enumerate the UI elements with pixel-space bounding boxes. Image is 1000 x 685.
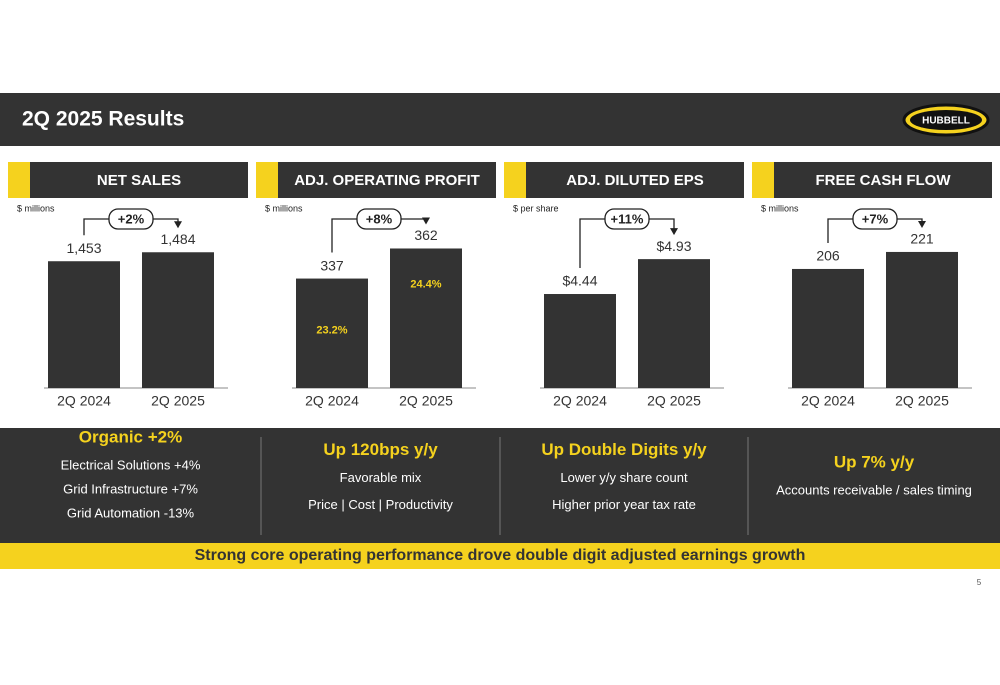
value-label: 221 — [910, 231, 934, 247]
change-arrow — [670, 228, 678, 236]
unit-label: $ per share — [513, 203, 559, 213]
chart-header — [752, 162, 992, 198]
highlight-title: Up 120bps y/y — [323, 440, 438, 459]
x-tick-label: 2Q 2024 — [801, 393, 855, 409]
highlight-line: Lower y/y share count — [560, 470, 688, 485]
value-label: 337 — [320, 257, 344, 273]
chart-header — [504, 162, 744, 198]
change-label: +11% — [611, 211, 644, 226]
bar — [48, 261, 120, 388]
highlight-line: Favorable mix — [340, 470, 422, 485]
change-badge — [108, 208, 154, 230]
change-badge — [356, 208, 402, 230]
inner-label: 24.4% — [410, 278, 441, 290]
footer-text: Strong core operating performance drove … — [195, 547, 806, 564]
chart-title: FREE CASH FLOW — [816, 172, 952, 189]
highlight-line: Accounts receivable / sales timing — [776, 482, 972, 497]
header-accent — [504, 162, 526, 198]
change-label: +7% — [862, 211, 889, 226]
chart-title: ADJ. DILUTED EPS — [566, 172, 704, 189]
change-arrow — [918, 220, 926, 228]
bar — [390, 248, 462, 388]
bar — [792, 268, 864, 388]
chart-header — [8, 162, 248, 198]
highlight-title: Up Double Digits y/y — [541, 440, 707, 459]
x-tick-label: 2Q 2024 — [553, 393, 607, 409]
value-label: 206 — [816, 248, 840, 264]
x-tick-label: 2Q 2024 — [57, 393, 111, 409]
unit-label: $ millions — [265, 203, 303, 213]
chart-title: ADJ. OPERATING PROFIT — [294, 172, 480, 189]
logo-inner — [910, 110, 982, 130]
change-badge — [852, 208, 898, 230]
unit-label: $ millions — [17, 203, 55, 213]
highlight-line: Price | Cost | Productivity — [308, 497, 453, 512]
highlight-line: Grid Automation -13% — [67, 505, 195, 520]
highlight-line: Higher prior year tax rate — [552, 497, 696, 512]
highlight-line: Electrical Solutions +4% — [61, 457, 201, 472]
value-label: 1,484 — [160, 231, 195, 247]
x-tick-label: 2Q 2025 — [151, 393, 205, 409]
highlight-title: Up 7% y/y — [834, 452, 915, 471]
change-badge — [604, 208, 650, 230]
bar — [544, 294, 616, 388]
logo-text: HUBBELL — [922, 116, 970, 127]
header-accent — [8, 162, 30, 198]
inner-label: 23.2% — [316, 324, 347, 336]
highlight-title: Organic +2% — [79, 427, 182, 446]
footer-band — [0, 543, 1000, 569]
x-tick-label: 2Q 2025 — [647, 393, 701, 409]
x-tick-label: 2Q 2024 — [305, 393, 359, 409]
highlight-line: Grid Infrastructure +7% — [63, 481, 198, 496]
value-label: 362 — [414, 227, 438, 243]
chart-title: NET SALES — [97, 172, 181, 189]
chart-header — [256, 162, 496, 198]
page-number: 5 — [977, 578, 982, 587]
value-label: $4.93 — [656, 238, 691, 254]
value-label: $4.44 — [562, 273, 597, 289]
x-tick-label: 2Q 2025 — [895, 393, 949, 409]
header-accent — [256, 162, 278, 198]
change-arrow — [422, 217, 430, 225]
change-label: +2% — [118, 211, 145, 226]
change-arrow — [174, 221, 182, 229]
x-tick-label: 2Q 2025 — [399, 393, 453, 409]
bar — [296, 278, 368, 388]
slide-title: 2Q 2025 Results — [22, 108, 184, 131]
header-bar — [0, 93, 1000, 146]
bar — [638, 259, 710, 388]
header-accent — [752, 162, 774, 198]
value-label: 1,453 — [66, 240, 101, 256]
unit-label: $ millions — [761, 203, 799, 213]
change-label: +8% — [366, 211, 393, 226]
bar — [886, 251, 958, 388]
bar — [142, 252, 214, 388]
